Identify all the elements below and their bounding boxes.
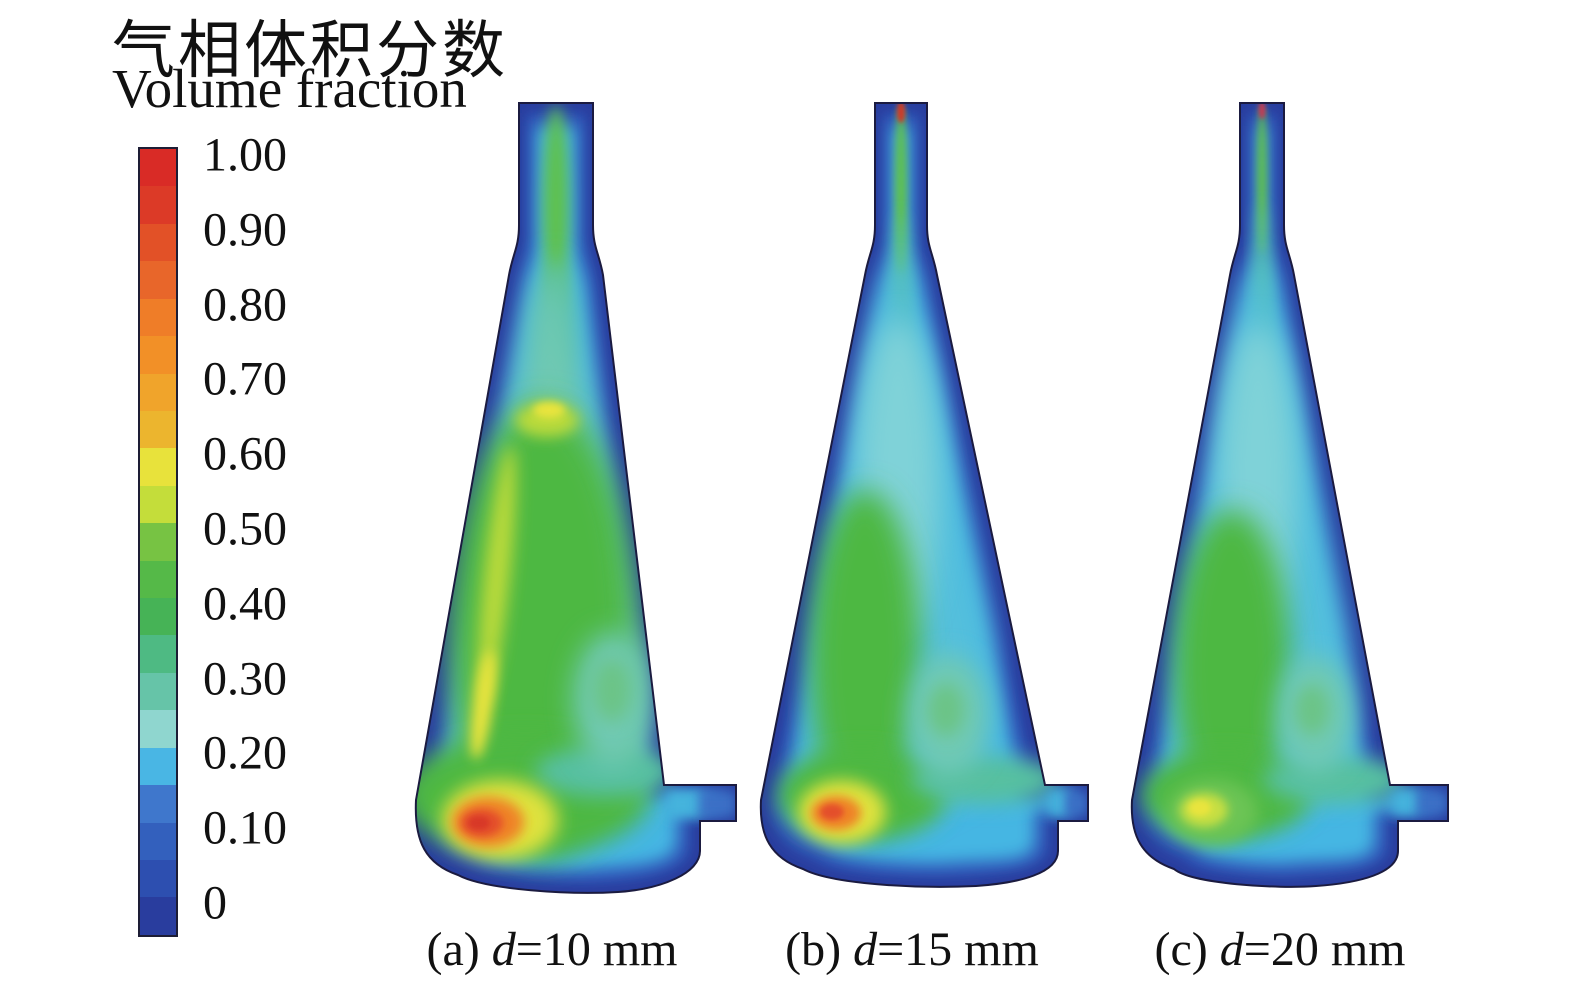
- colorbar-tick-label: 0.30: [203, 652, 287, 706]
- caption-variable: d: [853, 923, 878, 976]
- panel-caption-b: (b) d=15 mm: [785, 922, 1039, 977]
- colorbar-band: [140, 410, 176, 449]
- contour-feature: [897, 103, 905, 123]
- colorbar-band: [140, 672, 176, 711]
- colorbar-band: [140, 336, 176, 374]
- legend-title-zh: 气相体积分数: [112, 16, 508, 86]
- contour-panel-a: [415, 103, 736, 893]
- colorbar-tick-label: 0.40: [203, 577, 287, 631]
- contour-feature: [666, 790, 702, 818]
- colorbar-tick-label: 0.70: [203, 352, 287, 406]
- colorbar-tick-label: 0.90: [203, 203, 287, 257]
- colorbar-band: [140, 822, 176, 861]
- contour-feature: [1295, 685, 1329, 735]
- colorbar-band: [140, 747, 176, 786]
- vessel-outline: [414, 102, 737, 894]
- caption-value: =15 mm: [877, 923, 1039, 976]
- contour-feature: [1048, 790, 1070, 816]
- colorbar-band: [140, 186, 176, 224]
- contour-feature: [533, 402, 565, 418]
- colorbar-tick-label: 1.00: [203, 128, 287, 182]
- colorbar-band: [140, 448, 176, 486]
- colorbar-band: [140, 635, 176, 673]
- colorbar-band: [140, 897, 176, 935]
- contour-feature: [592, 658, 632, 722]
- colorbar-band: [140, 710, 176, 748]
- vessel-outline: [759, 102, 1089, 888]
- contour-feature: [820, 804, 844, 820]
- panel-caption-a: (a) d=10 mm: [426, 922, 677, 977]
- vessel-outline: [1130, 102, 1449, 888]
- contour-feature: [535, 747, 675, 797]
- colorbar-band: [140, 298, 176, 337]
- colorbar-band: [140, 560, 176, 599]
- caption-variable: d: [1219, 923, 1244, 976]
- contour-feature: [1263, 756, 1407, 804]
- colorbar-tick-label: 0.20: [203, 726, 287, 780]
- contour-feature: [810, 490, 920, 820]
- contour-feature: [1189, 800, 1211, 816]
- panel-caption-c: (c) d=20 mm: [1154, 922, 1405, 977]
- caption-prefix: (b): [785, 923, 854, 976]
- colorbar: [138, 147, 178, 937]
- colorbar-tick-label: 0: [203, 876, 227, 930]
- colorbar-band: [140, 860, 176, 898]
- legend-title-en: Volume fraction: [112, 58, 467, 119]
- colorbar-band: [140, 261, 176, 299]
- caption-variable: d: [491, 923, 516, 976]
- caption-prefix: (a): [426, 923, 492, 976]
- contour-feature: [1258, 103, 1266, 119]
- caption-value: =20 mm: [1243, 923, 1406, 976]
- contour-feature: [1392, 790, 1418, 815]
- contour-feature: [470, 650, 496, 760]
- colorbar-band: [140, 598, 176, 636]
- contour-feature: [1174, 510, 1290, 820]
- caption-prefix: (c): [1154, 923, 1220, 976]
- colorbar-band: [140, 373, 176, 411]
- contour-feature: [1066, 791, 1088, 816]
- colorbar-tick-label: 0.10: [203, 801, 287, 855]
- colorbar-band: [140, 223, 176, 262]
- contour-feature: [468, 816, 490, 830]
- colorbar-band: [140, 485, 176, 524]
- colorbar-band: [140, 523, 176, 561]
- colorbar-band: [140, 785, 176, 823]
- colorbar-tick-label: 0.80: [203, 278, 287, 332]
- contour-panel-c: [1131, 103, 1448, 887]
- colorbar-band: [140, 149, 176, 187]
- contour-feature: [700, 791, 736, 817]
- contour-feature: [1418, 791, 1448, 815]
- colorbar-tick-label: 0.60: [203, 427, 287, 481]
- caption-value: =10 mm: [515, 923, 678, 976]
- contour-panel-b: [760, 103, 1088, 887]
- contour-feature: [478, 445, 516, 705]
- contour-feature: [543, 105, 569, 315]
- contour-feature: [928, 684, 964, 736]
- colorbar-tick-label: 0.50: [203, 502, 287, 556]
